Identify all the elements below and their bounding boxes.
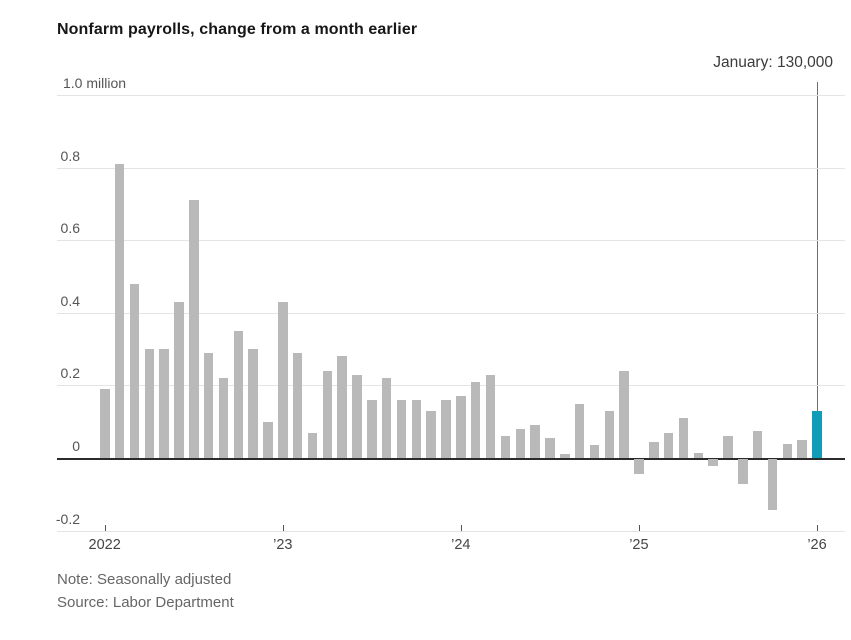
x-axis-tick	[817, 525, 818, 531]
bar-2025-11	[782, 443, 793, 458]
bar-2022-09	[218, 378, 229, 458]
bar-2023-11	[426, 410, 436, 458]
gridline	[57, 167, 845, 169]
bar-2023-01	[278, 302, 288, 458]
bar-2024-03	[485, 374, 496, 458]
bar-2025-07	[723, 436, 733, 458]
bar-2022-04	[144, 349, 154, 458]
zero-baseline	[57, 458, 845, 460]
x-axis-label: ’23	[273, 537, 293, 553]
bar-2024-02	[470, 381, 481, 458]
x-axis-tick	[638, 525, 640, 531]
x-axis-label: 2022	[88, 537, 121, 553]
bar-2024-09	[574, 403, 585, 458]
x-axis-tick	[104, 525, 106, 531]
bar-2024-10	[589, 445, 600, 458]
bar-2022-01	[100, 389, 110, 458]
bar-2024-08	[560, 454, 570, 458]
gridline	[57, 240, 845, 242]
bar-2025-03	[663, 432, 674, 458]
y-axis-label: 1.0 million	[63, 75, 127, 92]
bar-2024-04	[500, 436, 511, 458]
bar-2025-09	[752, 430, 763, 458]
y-axis-label: 0.6	[60, 220, 80, 237]
x-axis-label: ’26	[807, 537, 827, 553]
x-axis-label: ’25	[629, 537, 649, 553]
bar-2025-02	[649, 441, 659, 458]
bar-2022-08	[203, 352, 214, 458]
bar-2024-11	[604, 410, 614, 458]
bar-2022-06	[174, 302, 184, 458]
gridline	[57, 95, 845, 97]
bar-2023-10	[411, 400, 422, 458]
annotation-label: January: 130,000	[713, 54, 833, 71]
gridline	[57, 312, 845, 314]
bar-2023-12	[441, 400, 451, 458]
bar-2022-05	[159, 349, 169, 458]
bar-2025-05	[693, 452, 703, 458]
bar-2023-02	[292, 352, 303, 458]
bar-2022-11	[248, 349, 258, 458]
note-text: Note: Seasonally adjusted	[57, 571, 232, 588]
bar-2023-05	[337, 356, 347, 458]
bar-2022-12	[263, 421, 273, 458]
bar-2023-07	[367, 400, 377, 458]
bar-2024-01	[456, 396, 466, 458]
bar-2025-08	[738, 459, 748, 485]
x-axis-label: ’24	[451, 537, 471, 553]
bar-2023-06	[352, 374, 362, 458]
bar-2022-02	[114, 164, 125, 458]
y-axis-label: 0.4	[60, 292, 80, 309]
chart-title: Nonfarm payrolls, change from a month ea…	[57, 21, 418, 38]
x-axis-tick	[282, 525, 284, 531]
bar-2025-06	[708, 459, 718, 467]
bar-2025-10	[767, 459, 778, 510]
gridline	[57, 385, 845, 387]
annotation-callout-line	[817, 82, 818, 415]
bar-2025-12	[797, 439, 807, 458]
highlighted-bar-2026-01	[812, 410, 822, 458]
bar-2024-05	[515, 429, 525, 458]
bar-2025-01	[634, 459, 644, 474]
bar-2025-04	[678, 418, 689, 458]
bar-2023-09	[396, 400, 407, 458]
bar-2024-06	[530, 425, 540, 458]
bar-2024-07	[545, 438, 555, 458]
bar-2022-10	[233, 331, 243, 458]
bar-2023-03	[307, 432, 318, 458]
bar-2022-07	[189, 200, 199, 458]
bar-2023-08	[381, 378, 392, 458]
x-axis-tick	[460, 525, 462, 531]
bar-2022-03	[129, 283, 140, 458]
gridline	[57, 530, 845, 532]
bar-2023-04	[322, 370, 332, 458]
source-text: Source: Labor Department	[57, 594, 234, 611]
y-axis-label: 0	[72, 438, 80, 454]
y-axis-label: -0.2	[55, 510, 80, 527]
y-axis-label: 0.8	[60, 147, 80, 164]
y-axis-label: 0.2	[60, 365, 80, 382]
bar-2024-12	[619, 370, 629, 458]
